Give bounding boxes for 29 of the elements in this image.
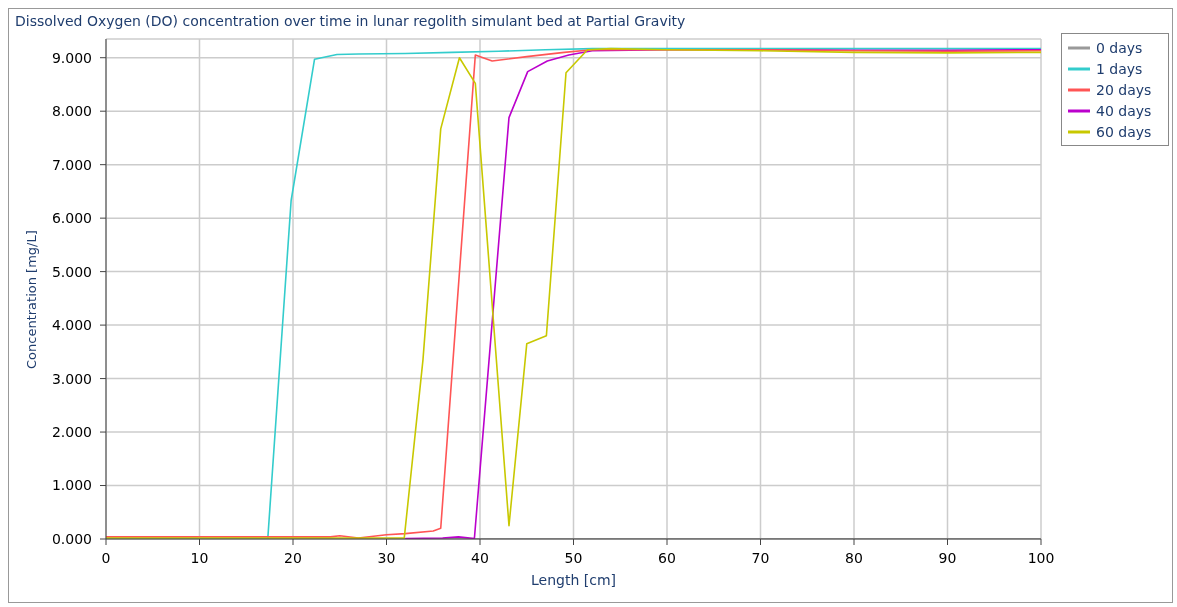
x-tick-label: 0 xyxy=(101,550,111,566)
y-tick-label: 8.000 xyxy=(51,103,92,120)
y-tick-label: 3.000 xyxy=(51,370,92,387)
x-axis-title: Length [cm] xyxy=(531,572,616,588)
x-tick-label: 20 xyxy=(284,550,302,566)
y-tick-label: 2.000 xyxy=(51,424,92,441)
x-tick-label: 60 xyxy=(658,550,676,566)
legend-label: 1 days xyxy=(1096,60,1143,77)
legend-label: 60 days xyxy=(1096,123,1152,140)
x-tick-label: 100 xyxy=(1027,550,1055,566)
x-tick-label: 10 xyxy=(190,550,209,566)
legend-label: 40 days xyxy=(1096,102,1152,119)
y-tick-label: 4.000 xyxy=(51,317,92,334)
chart-title: Dissolved Oxygen (DO) concentration over time in lunar regolith simulant bed at Partial Gravity xyxy=(15,13,686,29)
x-tick-label: 40 xyxy=(471,550,489,566)
legend-label: 0 days xyxy=(1096,39,1143,56)
x-tick-label: 30 xyxy=(377,550,396,566)
x-tick-label: 80 xyxy=(845,550,863,566)
y-tick-label: 7.000 xyxy=(51,156,92,173)
y-tick-label: 6.000 xyxy=(51,210,92,227)
y-tick-label: 1.000 xyxy=(51,477,92,494)
x-tick-label: 70 xyxy=(751,550,770,566)
x-tick-label: 50 xyxy=(564,550,583,566)
legend-label: 20 days xyxy=(1096,81,1152,98)
y-tick-label: 0.000 xyxy=(51,530,92,547)
x-tick-label: 90 xyxy=(938,550,957,566)
y-tick-label: 5.000 xyxy=(51,263,92,280)
y-axis-title: Concentration [mg/L] xyxy=(23,230,39,369)
y-tick-label: 9.000 xyxy=(51,49,92,66)
